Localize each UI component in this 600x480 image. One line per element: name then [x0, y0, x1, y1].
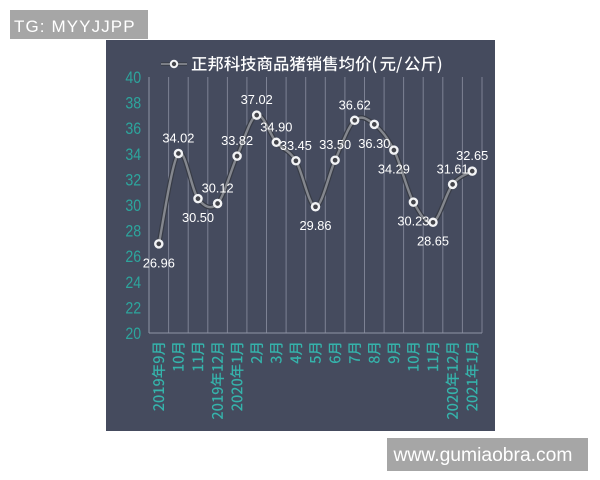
svg-text:36.30: 36.30 — [358, 136, 390, 151]
svg-text:31.61: 31.61 — [437, 161, 469, 176]
svg-text:34.90: 34.90 — [260, 119, 292, 134]
svg-text:22: 22 — [125, 299, 141, 317]
svg-text:32.65: 32.65 — [456, 148, 488, 163]
svg-text:36: 36 — [125, 120, 141, 138]
svg-text:34.02: 34.02 — [162, 131, 194, 146]
svg-text:24: 24 — [125, 274, 141, 292]
svg-text:36.62: 36.62 — [339, 97, 371, 112]
svg-text:30.12: 30.12 — [202, 181, 234, 196]
svg-text:40: 40 — [125, 69, 141, 87]
svg-text:28: 28 — [125, 223, 141, 241]
svg-text:30.23: 30.23 — [397, 214, 429, 229]
svg-text:37.02: 37.02 — [241, 92, 273, 107]
svg-text:20: 20 — [125, 325, 141, 343]
svg-text:29.86: 29.86 — [299, 218, 331, 233]
svg-text:33.45: 33.45 — [280, 138, 312, 153]
svg-text:28.65: 28.65 — [417, 234, 449, 249]
svg-text:34: 34 — [125, 146, 141, 164]
svg-text:33.82: 33.82 — [221, 133, 253, 148]
svg-text:30: 30 — [125, 197, 141, 215]
svg-text:30.50: 30.50 — [182, 210, 214, 225]
svg-text:26: 26 — [125, 248, 141, 266]
svg-text:38: 38 — [125, 95, 141, 113]
svg-text:33.50: 33.50 — [319, 137, 351, 152]
svg-text:32: 32 — [125, 171, 141, 189]
svg-text:34.29: 34.29 — [378, 162, 410, 177]
svg-text:26.96: 26.96 — [143, 255, 175, 270]
